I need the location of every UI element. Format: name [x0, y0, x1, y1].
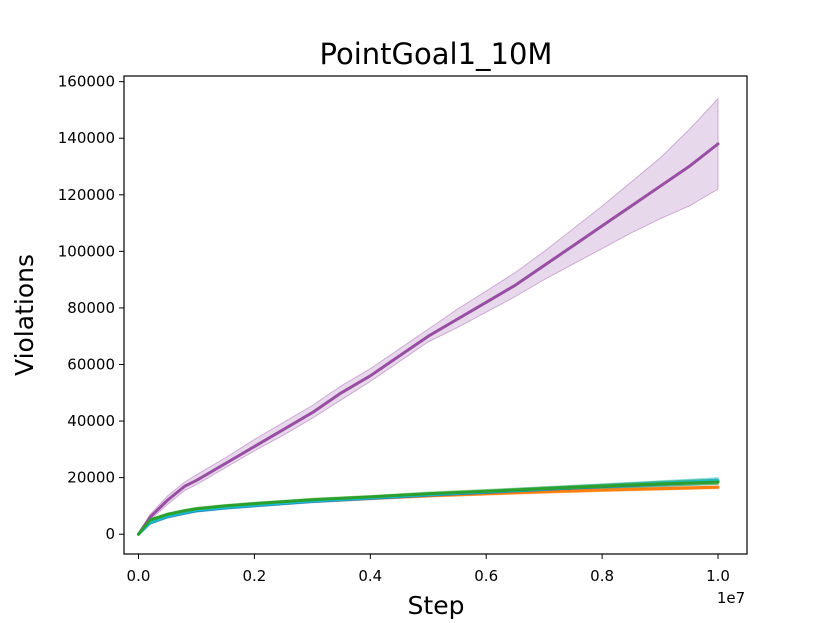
series-line-4 — [136, 480, 720, 536]
series-lines — [136, 142, 720, 536]
series-line-0 — [136, 142, 720, 536]
x-tick-label: 1.0 — [706, 567, 730, 585]
x-scale-label: 1e7 — [717, 589, 745, 607]
x-axis: 0.0 0.2 0.4 0.6 0.8 1.0 — [127, 554, 730, 585]
plot-frame — [123, 75, 748, 555]
y-axis-title: Violations — [10, 254, 39, 376]
x-tick-label: 0.8 — [590, 567, 614, 585]
x-tick-label: 0.4 — [358, 567, 382, 585]
y-tick-label: 80000 — [67, 299, 115, 317]
y-tick-label: 100000 — [58, 242, 115, 260]
y-tick-label: 40000 — [67, 412, 115, 430]
confidence-bands — [138, 97, 719, 535]
y-tick-label: 60000 — [67, 355, 115, 373]
plot-area — [123, 75, 748, 555]
x-tick-label: 0.0 — [127, 567, 151, 585]
chart-title: PointGoal1_10M — [320, 37, 553, 71]
x-axis-title: Step — [408, 591, 465, 620]
y-tick-label: 160000 — [58, 73, 115, 91]
series-band-0 — [138, 97, 719, 535]
y-tick-label: 120000 — [58, 186, 115, 204]
x-tick-label: 0.6 — [474, 567, 498, 585]
y-tick-label: 0 — [105, 525, 115, 543]
y-axis: 0 20000 40000 60000 80000 100000 120000 140000 1… — [58, 73, 124, 543]
x-tick-label: 0.2 — [242, 567, 266, 585]
y-tick-label: 140000 — [58, 129, 115, 147]
y-tick-label: 20000 — [67, 469, 115, 487]
